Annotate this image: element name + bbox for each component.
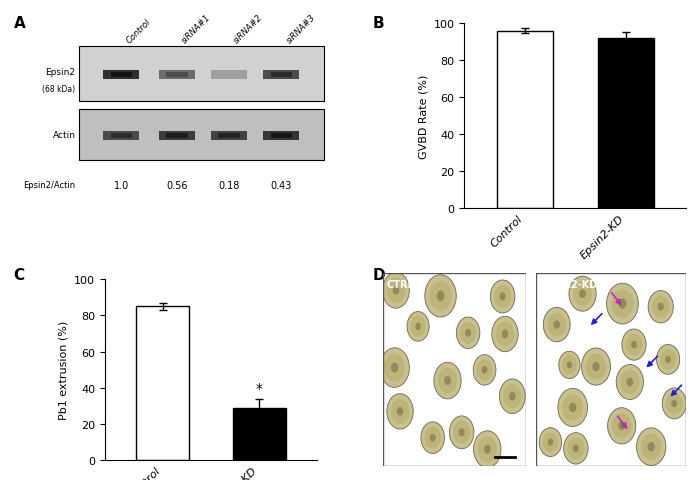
Bar — [271, 133, 292, 139]
Text: Actin: Actin — [52, 131, 76, 140]
Text: A: A — [13, 16, 25, 31]
Text: siRNA#1: siRNA#1 — [180, 13, 213, 45]
Bar — [79, 48, 324, 102]
Bar — [211, 132, 247, 141]
Bar — [111, 73, 132, 78]
Bar — [271, 73, 292, 78]
Text: D: D — [373, 267, 386, 282]
Text: Control: Control — [125, 17, 153, 45]
Text: Epsin2: Epsin2 — [46, 68, 76, 77]
Bar — [263, 132, 300, 141]
Text: siRNA#2: siRNA#2 — [232, 13, 265, 45]
Bar — [166, 133, 188, 139]
Bar — [263, 71, 300, 80]
Bar — [159, 71, 195, 80]
Bar — [159, 132, 195, 141]
Text: 0.56: 0.56 — [166, 180, 188, 191]
Text: siRNA#3: siRNA#3 — [285, 13, 317, 45]
Bar — [211, 71, 247, 80]
Bar — [104, 132, 139, 141]
Text: (68 kDa): (68 kDa) — [43, 84, 76, 94]
Text: 0.43: 0.43 — [271, 180, 292, 191]
Bar — [111, 133, 132, 139]
Text: B: B — [373, 16, 384, 31]
Bar — [104, 71, 139, 80]
Text: C: C — [13, 267, 24, 282]
Bar — [166, 73, 188, 78]
Bar — [79, 110, 324, 160]
Text: 0.18: 0.18 — [218, 180, 240, 191]
Text: Epsin2/Actin: Epsin2/Actin — [24, 181, 76, 190]
Bar — [218, 133, 240, 139]
Text: 1.0: 1.0 — [113, 180, 129, 191]
